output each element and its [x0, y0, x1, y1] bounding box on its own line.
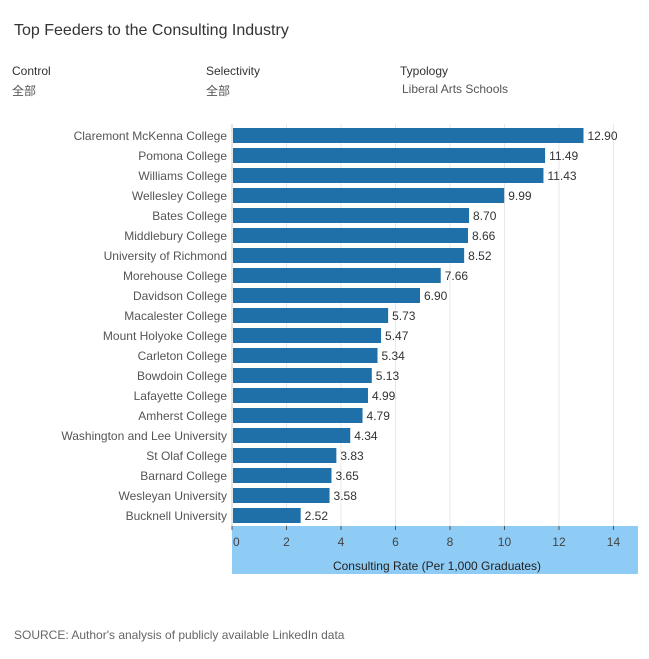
x-tick-label: 8	[447, 535, 454, 549]
value-label: 4.99	[372, 389, 396, 403]
bar[interactable]	[233, 308, 389, 323]
bar[interactable]	[233, 168, 544, 183]
category-label: Amherst College	[138, 409, 227, 423]
bar[interactable]	[233, 468, 332, 483]
value-label: 5.73	[392, 309, 416, 323]
filter-control[interactable]: Control 全部	[12, 64, 51, 99]
value-label: 5.34	[382, 349, 406, 363]
category-label: Macalester College	[124, 309, 227, 323]
bar[interactable]	[233, 428, 351, 443]
value-label: 2.52	[305, 509, 329, 523]
category-label: Carleton College	[138, 349, 228, 363]
bar[interactable]	[233, 388, 368, 403]
x-tick-label: 10	[498, 535, 512, 549]
filter-typology[interactable]: Typology Liberal Arts Schools	[400, 64, 508, 96]
category-label: Morehouse College	[123, 269, 227, 283]
category-label: Washington and Lee University	[61, 429, 227, 443]
chart-title: Top Feeders to the Consulting Industry	[14, 22, 289, 39]
value-label: 3.83	[340, 449, 364, 463]
category-label: Barnard College	[140, 469, 227, 483]
filter-typology-label: Typology	[400, 64, 449, 78]
value-label: 5.13	[376, 369, 400, 383]
bar[interactable]	[233, 408, 363, 423]
category-label: Bates College	[152, 209, 227, 223]
x-tick-label: 6	[392, 535, 399, 549]
filter-control-value[interactable]: 全部	[12, 84, 37, 98]
category-label: Williams College	[138, 169, 227, 183]
filter-selectivity[interactable]: Selectivity 全部	[206, 64, 260, 99]
bar[interactable]	[233, 228, 468, 243]
bar[interactable]	[233, 128, 584, 143]
source-note: SOURCE: Author's analysis of publicly av…	[14, 628, 345, 642]
x-tick-label: 2	[283, 535, 290, 549]
value-label: 4.34	[354, 429, 378, 443]
bar[interactable]	[233, 488, 330, 503]
category-label: Pomona College	[138, 149, 227, 163]
bar[interactable]	[233, 288, 421, 303]
bar[interactable]	[233, 508, 301, 523]
value-label: 6.90	[424, 289, 448, 303]
category-label: Lafayette College	[134, 389, 228, 403]
bar[interactable]	[233, 348, 378, 363]
value-label: 11.49	[549, 149, 578, 163]
bar[interactable]	[233, 188, 505, 203]
bar[interactable]	[233, 448, 337, 463]
category-label: Claremont McKenna College	[74, 129, 228, 143]
category-label: Wesleyan University	[119, 489, 227, 503]
value-label: 9.99	[508, 189, 532, 203]
filter-control-label: Control	[12, 64, 51, 78]
bar[interactable]	[233, 328, 382, 343]
value-label: 3.65	[335, 469, 359, 483]
x-axis-title: Consulting Rate (Per 1,000 Graduates)	[333, 559, 541, 573]
category-label: Bowdoin College	[137, 369, 227, 383]
category-label: Davidson College	[133, 289, 227, 303]
value-label: 8.66	[472, 229, 496, 243]
bar[interactable]	[233, 368, 372, 383]
value-label: 8.52	[468, 249, 492, 263]
category-label: St Olaf College	[146, 449, 227, 463]
value-label: 5.47	[385, 329, 409, 343]
bar[interactable]	[233, 208, 470, 223]
x-tick-label: 12	[552, 535, 566, 549]
category-label: Middlebury College	[124, 229, 227, 243]
value-label: 4.79	[367, 409, 391, 423]
bar[interactable]	[233, 268, 441, 283]
value-label: 8.70	[473, 209, 497, 223]
filter-selectivity-label: Selectivity	[206, 64, 261, 78]
value-label: 3.58	[334, 489, 358, 503]
category-label: University of Richmond	[104, 249, 227, 263]
value-label: 7.66	[445, 269, 469, 283]
value-label: 12.90	[588, 129, 618, 143]
x-axis-band	[232, 526, 638, 574]
x-tick-label: 14	[607, 535, 621, 549]
category-label: Wellesley College	[132, 189, 227, 203]
category-label: Bucknell University	[126, 509, 227, 523]
filter-typology-value[interactable]: Liberal Arts Schools	[402, 82, 509, 96]
value-label: 11.43	[547, 169, 576, 183]
x-tick-label: 4	[338, 535, 345, 549]
bar[interactable]	[233, 248, 465, 263]
filter-selectivity-value[interactable]: 全部	[206, 84, 231, 98]
bar[interactable]	[233, 148, 546, 163]
x-tick-label: 0	[233, 535, 240, 549]
category-label: Mount Holyoke College	[103, 329, 227, 343]
